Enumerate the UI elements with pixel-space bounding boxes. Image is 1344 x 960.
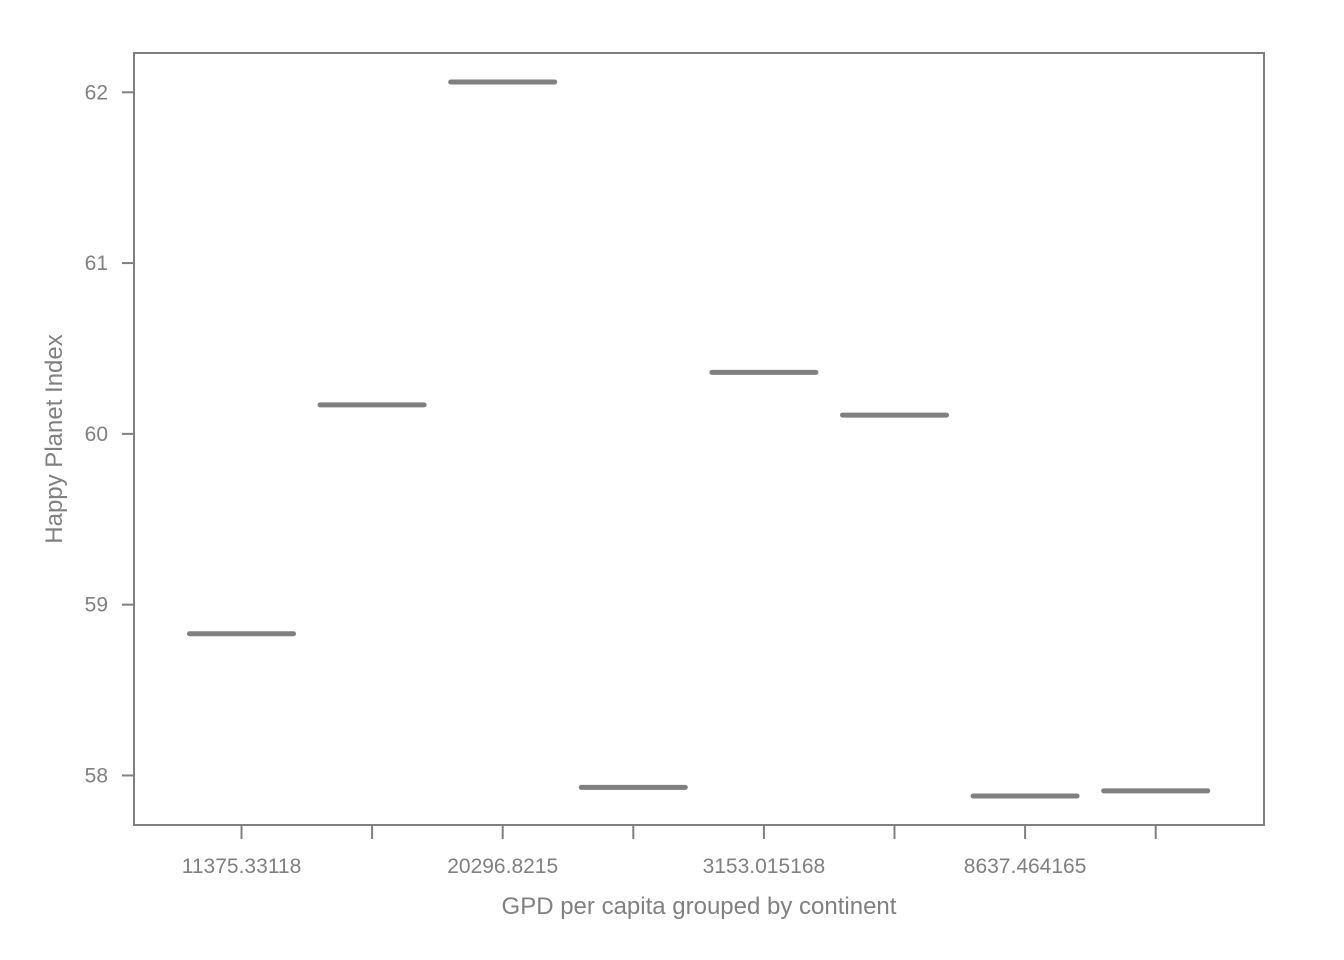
x-tick-label: 11375.33118 [182, 855, 302, 878]
x-axis-title: GPD per capita grouped by continent [502, 893, 897, 920]
data-marks [187, 79, 1211, 799]
y-axis: 58 59 60 61 62 [85, 81, 134, 787]
y-tick-label: 60 [85, 423, 108, 446]
y-tick-label: 59 [85, 594, 108, 617]
y-tick-label: 61 [85, 252, 108, 275]
y-tick-label: 62 [85, 81, 108, 104]
y-tick-label: 58 [85, 764, 108, 787]
x-tick-label: 8637.464165 [964, 855, 1087, 878]
y-axis-title: Happy Planet Index [41, 334, 68, 543]
x-axis: 11375.33118 20296.8215 3153.015168 8637.464… [182, 825, 1157, 878]
plot-frame [133, 52, 1265, 826]
x-tick-label: 20296.8215 [447, 855, 558, 878]
x-tick-label: 3153.015168 [703, 855, 826, 878]
